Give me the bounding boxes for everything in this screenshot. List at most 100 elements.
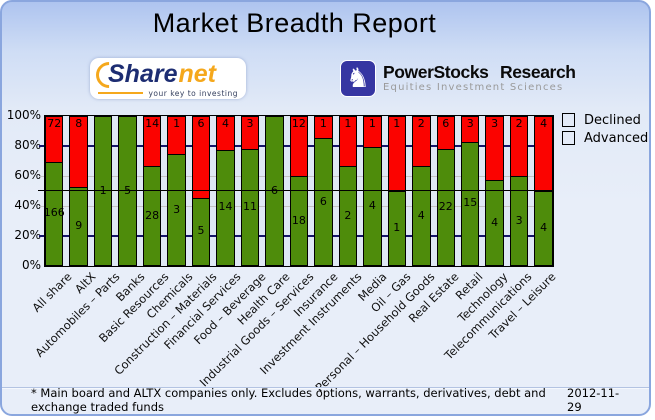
bar-segment-declined: [290, 117, 308, 177]
bar-segment-declined: [461, 117, 479, 142]
advanced-count-label: 6: [262, 184, 286, 197]
bar-segment-advanced: [364, 146, 381, 265]
bar-stack: 5: [115, 116, 139, 266]
sharenet-logo: Share net your key to investing: [90, 56, 246, 99]
legend-label-advanced: Advanced: [584, 130, 649, 146]
declined-count-label: 1: [368, 117, 376, 130]
bar-stack: 12 18: [289, 116, 309, 266]
bar-segment-advanced: [217, 149, 234, 265]
x-axis-label: Travel – Leisure: [485, 269, 559, 343]
x-axis-label: Basic Resources: [95, 269, 172, 346]
advanced-count-label: 9: [75, 218, 83, 232]
bar-segment-advanced: [94, 117, 112, 265]
tagline-rule: [98, 92, 144, 94]
powerstocks-tagline: Equities Investment Sciences: [383, 81, 564, 93]
bar-segment-advanced: [46, 161, 63, 265]
bar-segment-declined: [46, 117, 63, 162]
x-axis-label: Banks: [112, 269, 148, 305]
footnote-text: * Main board and ALTX companies only. Ex…: [31, 386, 546, 414]
advanced-count-label: 5: [197, 224, 205, 238]
legend-item-advanced: Advanced: [562, 131, 648, 145]
bar-segment-declined: [168, 117, 185, 154]
declined-count-label: 4: [540, 117, 548, 130]
declined-count-label: 8: [75, 117, 83, 130]
legend-label-declined: Declined: [584, 112, 641, 128]
bar-segment-advanced: [535, 191, 552, 265]
advanced-count-label: 1: [393, 220, 401, 234]
y-axis: 100% 80% 60% 40% 20% 0%: [4, 109, 41, 271]
declined-count-label: 72: [47, 117, 62, 130]
footer: * Main board and ALTX companies only. Ex…: [2, 386, 649, 414]
bar-segment-advanced: [241, 148, 259, 265]
advanced-count-label: 166: [43, 206, 65, 220]
x-axis-label: Technology: [454, 269, 511, 326]
x-axis-label: Insurance: [290, 269, 341, 320]
advanced-count-label: 3: [173, 202, 181, 216]
powerstocks-text: PowerStocks Research Equities Investment…: [383, 63, 576, 93]
x-axis-label: AltX: [72, 269, 99, 297]
bar-segment-advanced: [315, 138, 332, 265]
report-date: 2012-11-29: [567, 386, 620, 414]
x-axis-label: Personal – Household Goods: [312, 269, 438, 395]
x-axis-label: Retail: [452, 269, 486, 303]
advanced-count-label: 4: [540, 220, 548, 234]
x-axis: All share AltX Automobiles – Parts Banks Bas…: [29, 269, 558, 395]
x-axis-label: Construction – Materials: [111, 269, 220, 378]
bar-segment-declined: [364, 117, 381, 147]
x-axis-label: Chemicals: [143, 269, 196, 322]
bar-segment-declined: [413, 117, 430, 167]
advanced-count-label: 5: [115, 184, 139, 197]
bar-segment-advanced: [168, 154, 185, 265]
declined-count-label: 3: [246, 117, 254, 130]
plot-area: 7216689151428136541431161218161214112462…: [38, 115, 554, 267]
declined-count-label: 2: [515, 117, 523, 130]
x-axis-label: Industrial Goods – Services: [196, 269, 317, 390]
sharenet-word-net: net: [178, 60, 216, 88]
bar-segment-declined: [192, 117, 210, 198]
declined-count-label: 1: [344, 117, 352, 130]
sharenet-word-share: Share: [108, 60, 178, 88]
bar-segment-declined: [217, 117, 234, 150]
declined-count-label: 4: [222, 117, 230, 130]
advanced-count-label: 6: [319, 194, 327, 208]
bar-segment-advanced: [290, 176, 308, 265]
advanced-count-label: 3: [515, 213, 523, 227]
bar-segment-declined: [437, 117, 454, 149]
bar-segment-advanced: [70, 186, 87, 265]
bar-segment-advanced: [461, 141, 479, 265]
advanced-count-label: 15: [463, 196, 478, 210]
page-title: Market Breadth Report: [152, 8, 437, 38]
declined-count-label: 12: [291, 117, 306, 130]
bar-stack: 1: [91, 116, 115, 266]
sharenet-tagline: your key to investing: [148, 88, 238, 98]
bar-segment-declined: [70, 117, 87, 187]
powerstocks-logo: ♞ PowerStocks Research Equities Investme…: [340, 58, 576, 99]
advanced-count-label: 4: [491, 215, 499, 229]
chess-knight-icon: ♞: [340, 60, 376, 97]
bar-segment-declined: [339, 117, 357, 167]
y-axis-tick-label: 80%: [14, 138, 41, 152]
bar-stack: 6: [262, 116, 286, 266]
bar-segment-advanced: [486, 180, 503, 265]
bar-segment-declined: [486, 117, 503, 181]
advanced-count-label: 2: [344, 208, 352, 222]
advanced-count-label: 4: [417, 208, 425, 222]
x-axis-label: Health Care: [234, 269, 293, 328]
x-axis-label: Financial Services: [161, 269, 244, 352]
x-axis-label: Investment Instruments: [257, 269, 365, 378]
fifty-percent-line: [38, 190, 553, 191]
chart-legend: Declined Advanced: [562, 113, 648, 145]
advanced-count-label: 1: [91, 184, 115, 197]
declined-count-label: 1: [173, 117, 181, 130]
declined-count-label: 3: [491, 117, 499, 130]
bar-stack: 4 14: [216, 116, 235, 266]
declined-count-label: 14: [145, 117, 160, 130]
